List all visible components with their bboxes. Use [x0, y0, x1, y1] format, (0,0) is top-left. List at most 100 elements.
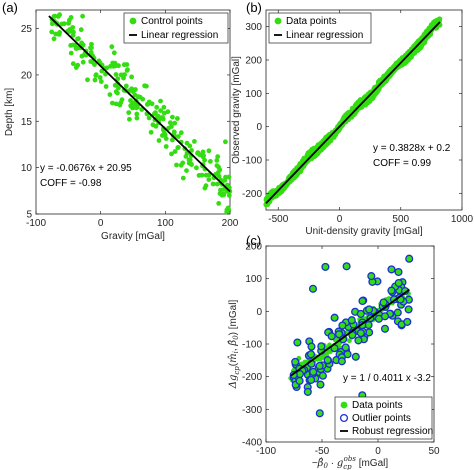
- xtick-label: 0: [98, 218, 104, 229]
- outlier-point: [335, 330, 344, 339]
- data-point: [68, 50, 74, 56]
- data-point: [347, 338, 352, 344]
- xtick-label: -100: [26, 218, 46, 229]
- data-point: [223, 139, 228, 145]
- ytick-label: 200: [245, 242, 262, 253]
- data-point: [57, 30, 62, 35]
- annotation-c-equation: y = 1 / 0.4011 x -3.2: [343, 373, 431, 384]
- data-point: [202, 157, 208, 163]
- ticks-a: -100 0 100 200 5 10 15 20 25: [21, 10, 239, 229]
- outlier-point: [307, 375, 316, 384]
- data-point: [215, 154, 221, 160]
- data-point: [163, 136, 169, 142]
- ytick-label: -100: [242, 156, 262, 167]
- ticks-b: -500 0 500 1000 -200 -100 0 100 200 300: [242, 10, 474, 225]
- data-point: [176, 134, 181, 139]
- data-point: [217, 167, 223, 173]
- panel-b: -500 0 500 1000 -200 -100 0 100 200 300 (b) Unit-…: [231, 0, 474, 237]
- outlier-point: [403, 317, 412, 326]
- data-point: [88, 59, 94, 64]
- ytick-label: -200: [242, 189, 262, 200]
- data-point: [178, 130, 184, 136]
- data-point: [112, 82, 118, 88]
- outlier-point: [295, 376, 304, 385]
- data-point: [79, 53, 85, 59]
- outlier-point: [309, 367, 318, 376]
- data-point: [170, 114, 175, 120]
- data-point: [210, 181, 216, 187]
- annotation-b-equation: y = 0.3828x + 0.2: [373, 143, 451, 154]
- panel-label-c: (c): [246, 233, 261, 248]
- data-point: [70, 32, 76, 38]
- data-point: [111, 50, 117, 56]
- data-point: [161, 104, 167, 110]
- legend-a-linear-regression: Linear regression: [141, 30, 218, 41]
- data-point: [172, 149, 178, 154]
- legend-a-marker-control-points: [129, 17, 137, 25]
- data-point: [218, 187, 223, 193]
- outlier-point: [341, 343, 350, 352]
- ytick-label: 10: [21, 163, 33, 174]
- data-point: [126, 116, 132, 122]
- ylabel-a: Depth [km]: [4, 88, 15, 137]
- data-point: [110, 100, 115, 106]
- data-point: [98, 79, 104, 84]
- data-point: [216, 173, 222, 179]
- ytick-label: 300: [245, 22, 262, 33]
- xtick-label: -100: [256, 446, 276, 457]
- data-point: [116, 85, 121, 91]
- legend-c-marker-data-points: [340, 401, 348, 409]
- data-point: [134, 105, 139, 111]
- ytick-label: 15: [21, 117, 33, 128]
- ytick-label: 100: [245, 89, 262, 100]
- outlier-point: [379, 298, 388, 307]
- outlier-point: [315, 409, 324, 418]
- xtick-label: 500: [392, 214, 409, 225]
- ytick-label: 20: [21, 70, 33, 81]
- data-point: [216, 201, 222, 206]
- outlier-points: [289, 254, 414, 396]
- data-point: [163, 144, 169, 149]
- xlabel-c: −β̂0 · gcpobs [mGal]: [312, 455, 389, 470]
- outlier-point: [405, 254, 414, 263]
- data-point: [113, 101, 119, 107]
- data-point: [123, 83, 129, 89]
- legend-c-robust-regression: Robust regression: [352, 426, 433, 437]
- data-point: [53, 31, 59, 37]
- marks-c: [288, 254, 414, 418]
- outlier-point: [387, 265, 396, 274]
- data-point: [150, 122, 156, 128]
- data-point: [203, 172, 209, 178]
- data-point: [88, 45, 93, 51]
- xtick-label: 0: [375, 446, 381, 457]
- legend-b-marker-data-points: [274, 17, 282, 25]
- data-point: [121, 62, 127, 68]
- data-point: [51, 14, 57, 19]
- data-point: [113, 72, 119, 77]
- data-point: [134, 111, 140, 117]
- data-point: [219, 192, 225, 198]
- data-point: [108, 63, 113, 69]
- data-point: [130, 101, 136, 107]
- data-point: [437, 16, 443, 22]
- outlier-point: [306, 350, 316, 359]
- data-point: [180, 160, 186, 166]
- xtick-label: 50: [428, 446, 440, 457]
- regression-line: [265, 21, 441, 204]
- ytick-label: -300: [242, 405, 262, 416]
- data-point: [129, 74, 135, 80]
- data-point: [172, 120, 178, 126]
- data-point: [158, 108, 164, 113]
- data-point: [73, 46, 79, 51]
- ytick-label: -200: [242, 372, 262, 383]
- annotation-b-coff: COFF = 0.99: [373, 158, 432, 169]
- legend-c-data-points: Data points: [352, 400, 403, 411]
- data-point: [156, 138, 162, 143]
- data-point: [167, 120, 173, 126]
- data-point: [161, 110, 167, 116]
- outlier-point: [347, 316, 356, 325]
- data-point: [214, 163, 220, 169]
- data-point: [140, 96, 146, 102]
- axes-box-a: [35, 9, 231, 215]
